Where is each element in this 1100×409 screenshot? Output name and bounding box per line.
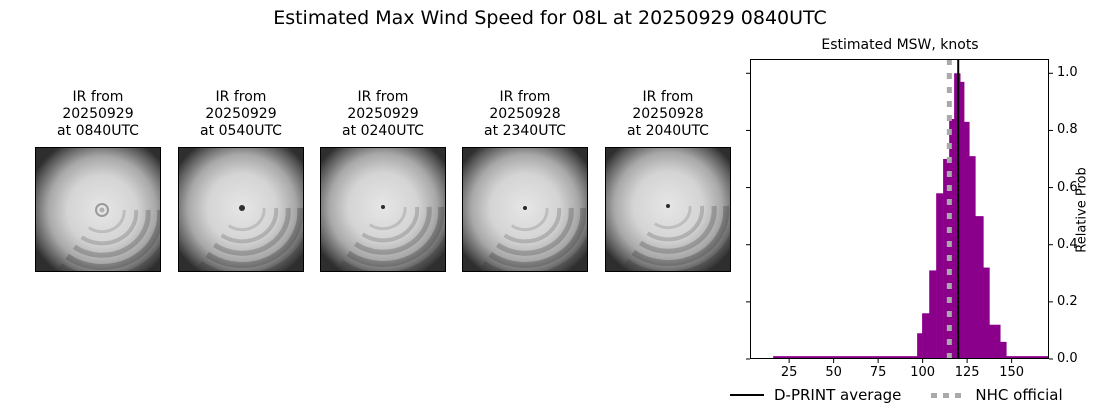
histogram-bar: [922, 313, 930, 359]
x-tick-label: 125: [954, 365, 980, 380]
y-tick-label: 0.4: [1057, 236, 1078, 252]
satellite-ir-image: [35, 147, 161, 272]
ir-panel-title: IR from 20250928 at 2340UTC: [442, 89, 608, 141]
ir-panel-3: IR from 20250929 at 0240UTC: [320, 89, 446, 272]
ir-panel-title: IR from 20250928 at 2040UTC: [585, 89, 751, 141]
histogram-bar: [1000, 341, 1007, 359]
satellite-ir-image: [462, 147, 588, 272]
panel-date: 20250928: [489, 106, 561, 122]
histogram-bar: [1006, 356, 1049, 359]
panel-time: at 0240UTC: [342, 123, 424, 139]
x-tick-label: 100: [910, 365, 936, 380]
ir-panel-2: IR from 20250929 at 0540UTC: [178, 89, 304, 272]
plot-frame: [750, 59, 1049, 359]
histogram-bar: [975, 216, 984, 359]
panel-title-line: IR from: [642, 89, 694, 105]
dotted-line-icon: [931, 392, 966, 398]
histogram-bar: [929, 270, 937, 359]
figure-title: Estimated Max Wind Speed for 08L at 2025…: [273, 7, 827, 29]
panel-time: at 2340UTC: [484, 123, 566, 139]
panel-time: at 0540UTC: [200, 123, 282, 139]
panel-time: at 2040UTC: [627, 123, 709, 139]
histogram-bar: [960, 81, 965, 359]
x-tick-label: 50: [825, 365, 842, 380]
histogram-bar: [943, 159, 950, 359]
x-tick-label: 25: [780, 365, 798, 380]
panel-date: 20250929: [205, 106, 277, 122]
y-tick-label: 0.6: [1057, 179, 1078, 195]
panel-date: 20250929: [62, 106, 134, 122]
solid-line-icon: [730, 394, 764, 396]
histogram-bar: [964, 121, 970, 359]
ir-panel-title: IR from 20250929 at 0240UTC: [300, 89, 466, 141]
histogram-bar: [969, 156, 976, 359]
histogram-bar: [917, 333, 923, 359]
legend-item-dprint: D-PRINT average: [730, 386, 901, 404]
panel-title-line: IR from: [499, 89, 551, 105]
legend-label: D-PRINT average: [774, 386, 902, 404]
panel-time: at 0840UTC: [57, 123, 139, 139]
legend-label: NHC official: [975, 386, 1063, 404]
satellite-ir-image: [178, 147, 304, 272]
histogram-bar: [949, 119, 955, 359]
chart-title: Estimated MSW, knots: [821, 37, 979, 53]
y-tick-label: 0.8: [1057, 122, 1078, 138]
ir-panel-5: IR from 20250928 at 2040UTC: [605, 89, 731, 272]
ir-panel-title: IR from 20250929 at 0840UTC: [15, 89, 181, 141]
satellite-ir-image: [320, 147, 446, 272]
y-tick-label: 0.0: [1057, 351, 1078, 366]
panel-date: 20250928: [632, 106, 704, 122]
histogram-bar: [773, 356, 918, 359]
panel-title-line: IR from: [215, 89, 267, 105]
histogram-bar: [936, 193, 944, 359]
legend: D-PRINT average NHC official: [730, 386, 1063, 404]
panel-title-line: IR from: [72, 89, 124, 105]
histogram-plot: [746, 59, 1053, 363]
histogram-bar: [989, 324, 1001, 359]
satellite-ir-image: [605, 147, 731, 272]
legend-item-nhc: NHC official: [901, 386, 1063, 404]
ir-panel-1: IR from 20250929 at 0840UTC: [35, 89, 161, 272]
y-tick-label: 1.0: [1057, 65, 1078, 81]
x-tick-label: 150: [999, 365, 1025, 380]
y-tick-label: 0.2: [1057, 293, 1078, 309]
ir-panel-4: IR from 20250928 at 2340UTC: [462, 89, 588, 272]
histogram-bar: [983, 267, 990, 359]
y-axis-label: Relative Prob: [1074, 167, 1090, 253]
ir-panel-title: IR from 20250929 at 0540UTC: [158, 89, 324, 141]
panel-title-line: IR from: [357, 89, 409, 105]
x-tick-label: 75: [869, 365, 887, 380]
panel-date: 20250929: [347, 106, 419, 122]
